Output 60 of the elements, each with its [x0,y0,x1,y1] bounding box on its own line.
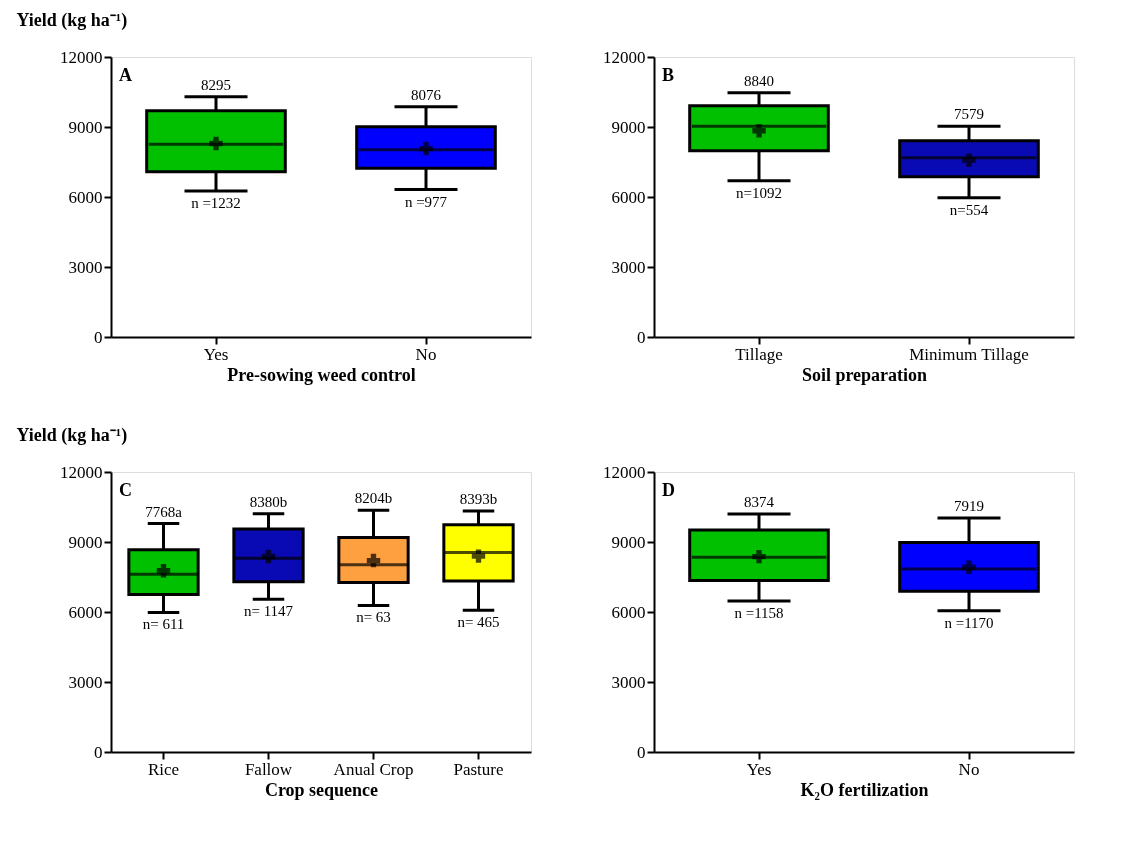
annotation: 8374 [744,494,775,510]
y-axis-title: Yield (kg ha⁻¹) [16,9,128,31]
y-tick-label: 12000 [60,47,103,67]
x-tick-label: Minimum Tillage [909,344,1029,364]
annotation: n=554 [949,201,989,218]
annotation: n=1092 [736,184,782,201]
x-axis-title: Pre-sowing weed control [227,364,416,385]
y-tick-label: 9000 [611,532,646,552]
annotation: n= 63 [356,609,391,626]
annotation: n =1232 [191,194,241,211]
annotation: 8295 [201,76,231,93]
y-tick-label: 3000 [611,257,646,277]
annotation: n= 1147 [243,603,294,620]
y-tick-label: 6000 [611,602,646,622]
chart-title: B [662,65,675,85]
x-axis-title: Soil preparation [801,364,928,385]
annotation: n =977 [404,193,448,210]
x-tick-label: Tillage [735,344,783,364]
annotation: n =1158 [734,605,784,622]
y-tick-label: 3000 [611,672,646,692]
annotation: 7579 [954,106,984,123]
x-tick-label: Yes [746,759,772,779]
annotation: 8393b [459,490,498,507]
y-tick-label: 12000 [60,462,103,482]
y-tick-label: 6000 [68,187,103,207]
y-tick-label: 12000 [603,47,646,67]
chart-title: D [662,480,675,500]
x-tick-label: No [958,759,980,779]
x-axis-title: K₂O fertilization [800,779,929,800]
y-tick-label: 6000 [68,602,103,622]
y-tick-label: 0 [637,327,646,347]
y-tick-label: 9000 [611,117,646,137]
y-tick-label: 3000 [68,257,103,277]
y-tick-label: 9000 [68,532,103,552]
annotation: 7768a [145,503,183,520]
x-tick-label: Anual Crop [333,759,414,779]
annotation: 8204b [354,490,393,507]
annotation: n =1170 [944,614,994,631]
annotation: n= 611 [142,616,185,633]
x-tick-label: Yes [203,344,229,364]
x-tick-label: Rice [147,759,180,779]
chart-title: C [119,480,132,500]
y-tick-label: 0 [94,742,103,762]
annotation: 7919 [954,497,984,514]
y-tick-label: 3000 [68,672,103,692]
y-axis-title: Yield (kg ha⁻¹) [16,424,128,446]
y-tick-label: 0 [637,742,646,762]
x-tick-label: Fallow [244,759,293,779]
annotation: 8076 [411,86,442,103]
chart-title: A [119,65,132,85]
annotation: n= 465 [457,614,500,631]
x-axis-title: Crop sequence [264,779,379,800]
x-tick-label: No [415,344,437,364]
annotation: 8380b [249,493,288,510]
y-tick-label: 0 [94,327,103,347]
y-tick-label: 12000 [603,462,646,482]
y-tick-label: 6000 [611,187,646,207]
x-tick-label: Pasture [453,759,504,779]
y-tick-label: 9000 [68,117,103,137]
annotation: 8840 [744,72,774,89]
